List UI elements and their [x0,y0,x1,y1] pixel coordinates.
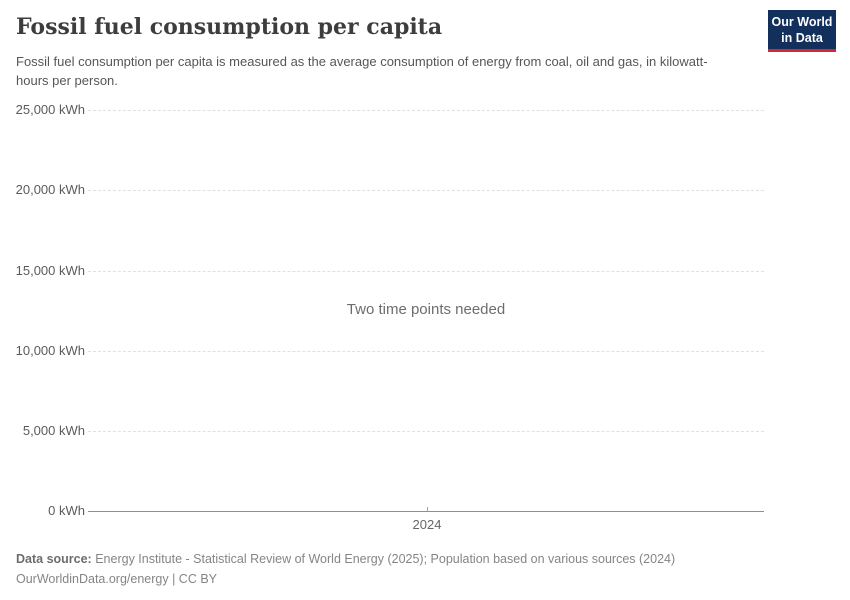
owid-logo-line2: in Data [781,31,823,45]
x-tick-label: 2024 [412,517,442,532]
y-tick-label: 20,000 kWh [15,182,85,197]
x-axis-line [88,511,764,512]
gridline [88,271,764,272]
footer-data-source: Data source: Energy Institute - Statisti… [16,549,736,569]
footer-attribution-link[interactable]: OurWorldinData.org/energy | CC BY [16,572,218,586]
chart-title: Fossil fuel consumption per capita [16,14,443,40]
y-tick-label: 15,000 kWh [15,263,85,278]
gridline [88,431,764,432]
data-source-text: Energy Institute - Statistical Review of… [91,552,676,566]
gridline [88,351,764,352]
empty-state-message: Two time points needed [346,301,506,318]
y-tick-label: 10,000 kWh [15,343,85,358]
owid-logo[interactable]: Our World in Data [768,10,836,52]
y-tick-label: 25,000 kWh [15,102,85,117]
gridline [88,110,764,111]
chart-subtitle: Fossil fuel consumption per capita is me… [16,54,708,88]
y-tick-label: 0 kWh [48,503,85,518]
gridline [88,190,764,191]
x-tick-mark [427,507,428,511]
data-source-label: Data source: [16,552,92,566]
plot-area: 25,000 kWh 20,000 kWh 15,000 kWh 10,000 … [15,102,764,532]
owid-logo-line1: Our World [771,15,833,29]
y-tick-label: 5,000 kWh [22,423,85,438]
